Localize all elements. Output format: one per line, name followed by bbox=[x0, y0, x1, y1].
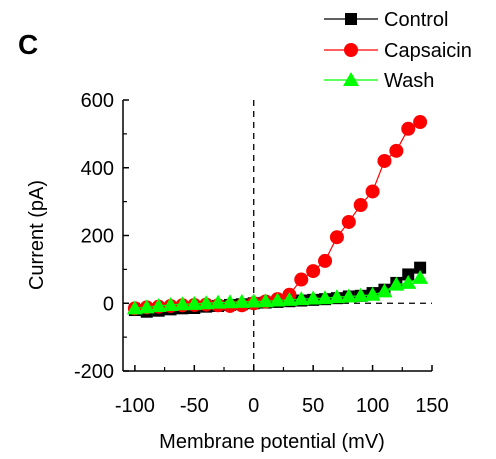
data-point bbox=[294, 272, 309, 287]
legend-label: Wash bbox=[384, 70, 434, 92]
data-point bbox=[377, 153, 392, 168]
data-point bbox=[402, 268, 415, 281]
data-point bbox=[186, 295, 203, 310]
series-wash bbox=[126, 269, 429, 315]
legend-marker bbox=[345, 13, 357, 25]
axes: -200 0 200 400 600 -100 -50 0 50 100 150 bbox=[74, 90, 449, 417]
x-tick-label: 150 bbox=[415, 395, 448, 417]
series-line bbox=[134, 121, 421, 309]
data-point bbox=[174, 296, 191, 311]
legend: Control Capsaicin Wash bbox=[324, 9, 472, 92]
plot-area bbox=[126, 115, 429, 318]
data-point bbox=[162, 296, 179, 311]
x-axis-title: Membrane potential (mV) bbox=[159, 431, 385, 453]
legend-label: Capsaicin bbox=[384, 40, 472, 62]
legend-entry: Control bbox=[324, 9, 448, 31]
data-point bbox=[340, 288, 357, 303]
data-point bbox=[281, 291, 298, 306]
legend-marker bbox=[344, 43, 358, 57]
data-point bbox=[352, 287, 369, 302]
data-point bbox=[414, 261, 427, 274]
y-tick-label: 0 bbox=[103, 293, 114, 315]
y-tick-label: -200 bbox=[74, 361, 114, 383]
data-point bbox=[245, 293, 262, 308]
legend-entry: Capsaicin bbox=[324, 40, 472, 62]
y-tick-label: 600 bbox=[81, 90, 114, 112]
data-point bbox=[221, 294, 238, 309]
x-tick-label: 0 bbox=[248, 395, 259, 417]
data-point bbox=[126, 300, 143, 315]
x-tick-label: 50 bbox=[302, 395, 324, 417]
legend-marker bbox=[343, 72, 359, 86]
y-tick-label: 200 bbox=[81, 226, 114, 248]
legend-label: Control bbox=[384, 9, 448, 31]
data-point bbox=[150, 297, 167, 312]
data-point bbox=[317, 290, 334, 305]
data-point bbox=[138, 299, 155, 314]
data-point bbox=[389, 143, 404, 158]
reference-lines bbox=[123, 100, 432, 371]
x-tick-label: -50 bbox=[180, 395, 209, 417]
data-point bbox=[365, 184, 380, 199]
panel-label: C bbox=[18, 29, 38, 60]
data-point bbox=[329, 230, 344, 245]
data-point bbox=[353, 198, 368, 213]
data-point bbox=[293, 291, 310, 306]
data-point bbox=[306, 264, 321, 279]
data-point bbox=[305, 290, 322, 305]
data-point bbox=[269, 292, 286, 307]
data-point bbox=[376, 283, 393, 298]
data-point bbox=[210, 294, 227, 309]
data-point bbox=[257, 293, 274, 308]
y-axis-title: Current (pA) bbox=[26, 180, 48, 290]
x-tick-label: -100 bbox=[115, 395, 155, 417]
legend-entry: Wash bbox=[324, 70, 434, 92]
data-point bbox=[401, 121, 416, 136]
data-point bbox=[318, 253, 333, 268]
data-point bbox=[400, 274, 417, 289]
data-point bbox=[341, 214, 356, 229]
data-point bbox=[412, 269, 429, 284]
data-point bbox=[233, 293, 250, 308]
data-point bbox=[388, 276, 405, 291]
x-tick-label: 100 bbox=[356, 395, 389, 417]
data-point bbox=[198, 295, 215, 310]
data-point bbox=[413, 115, 428, 130]
y-tick-label: 400 bbox=[81, 158, 114, 180]
data-point bbox=[328, 289, 345, 304]
